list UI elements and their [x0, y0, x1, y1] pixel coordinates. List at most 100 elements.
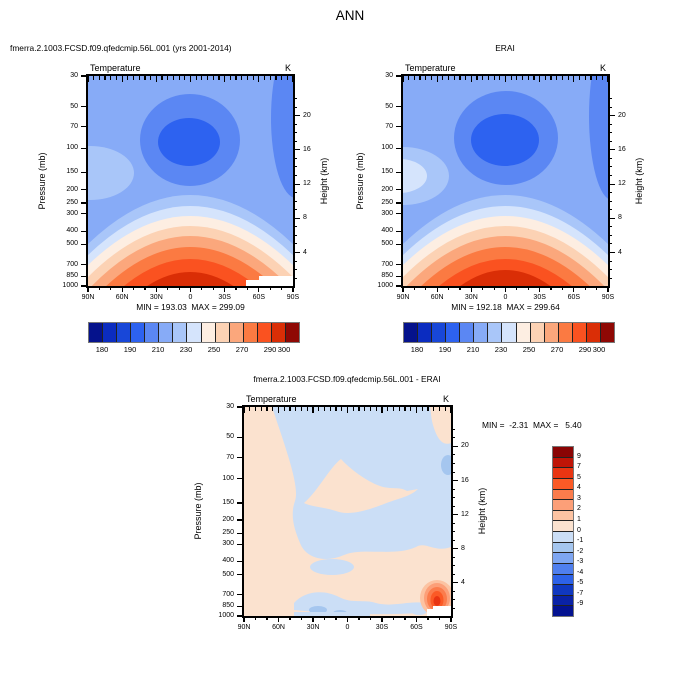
bottom-tick — [427, 617, 429, 620]
height-tick-label: 20 — [303, 111, 311, 119]
top-tick — [115, 76, 118, 80]
labelbar-cell — [553, 541, 573, 553]
top-tick — [329, 407, 331, 411]
lat-tick-label: 30N — [306, 624, 320, 631]
labelbar-cell — [215, 323, 230, 342]
labelbar-label: 5 — [577, 473, 581, 481]
pressure-tick-label: 700 — [222, 590, 234, 598]
labelbar-cell — [432, 323, 447, 342]
plot-super-title: ANN — [335, 8, 365, 23]
labelbar-cell — [145, 323, 160, 342]
pressure-tick — [237, 560, 243, 562]
labelbar-cell — [243, 323, 258, 342]
top-tick — [300, 407, 303, 411]
labelbar-cell — [553, 467, 573, 478]
lat-tick-label: 30N — [464, 294, 478, 301]
pressure-tick — [396, 275, 402, 277]
top-tick — [272, 407, 274, 411]
height-minor-tick — [294, 192, 297, 194]
labelbar-cell — [553, 499, 573, 510]
pressure-tick — [396, 171, 402, 173]
labelbar-label: 180 — [95, 345, 109, 354]
labelbar-label: 190 — [438, 345, 452, 354]
pressure-tick-label: 700 — [66, 260, 78, 268]
diff-units-label: K — [442, 394, 449, 404]
pressure-tick-label: 250 — [222, 529, 234, 537]
pressure-tick-label: 50 — [226, 433, 234, 441]
bottom-tick — [277, 617, 280, 622]
top-tick — [260, 407, 262, 411]
height-tick — [452, 582, 458, 584]
top-tick — [275, 76, 277, 80]
height-minor-tick — [452, 607, 455, 609]
bottom-tick — [573, 287, 575, 292]
top-tick — [246, 76, 249, 80]
bottom-tick — [212, 287, 214, 290]
height-minor-tick — [609, 157, 612, 159]
height-tick — [609, 251, 615, 254]
top-tick — [402, 76, 404, 82]
height-minor-tick — [609, 269, 612, 271]
labelbar-cell — [553, 520, 573, 531]
labelbar-cell — [558, 323, 573, 342]
lat-tick-label: 30S — [533, 294, 546, 301]
pressure-tick-label: 300 — [222, 540, 234, 548]
top-tick — [269, 76, 271, 80]
height-minor-tick — [452, 505, 455, 507]
top-tick — [450, 407, 452, 413]
height-minor-tick — [294, 277, 297, 279]
pressure-tick-label: 30 — [385, 72, 393, 79]
labelbar-cell — [553, 456, 573, 468]
bottom-tick — [539, 287, 541, 292]
pressure-tick-label: 70 — [385, 122, 393, 130]
top-tick — [312, 407, 314, 413]
diff-contour-field — [244, 407, 451, 616]
pressure-tick — [396, 126, 402, 128]
pressure-tick-label: 300 — [66, 209, 78, 217]
pressure-tick-label: 200 — [222, 516, 234, 524]
labelbar-cell — [553, 552, 573, 563]
bottom-tick — [425, 287, 427, 290]
top-tick — [375, 407, 377, 411]
bottom-tick — [178, 287, 180, 290]
bottom-tick — [289, 617, 291, 620]
top-tick — [281, 76, 283, 80]
labelbar-cell — [446, 323, 461, 342]
top-tick — [533, 76, 535, 80]
top-tick — [155, 76, 157, 82]
labelbar-label: 250 — [207, 345, 221, 354]
model-units-label: K — [284, 63, 291, 73]
height-minor-tick — [294, 106, 297, 108]
top-tick — [510, 76, 512, 80]
top-tick — [499, 76, 501, 80]
top-tick — [184, 76, 186, 80]
height-minor-tick — [609, 277, 612, 279]
height-tick-label: 8 — [303, 214, 307, 222]
top-tick — [87, 76, 89, 82]
labelbar-cell — [159, 323, 174, 342]
height-tick — [452, 513, 458, 516]
height-tick-label: 12 — [461, 510, 469, 518]
lower-cool-band — [294, 592, 430, 615]
labelbar-cell — [418, 323, 433, 342]
top-tick — [415, 407, 418, 413]
labelbar-cell — [553, 573, 573, 585]
diff-panel-title: fmerra.2.1003.FCSD.f09.qfedcmip.56L.001 … — [253, 374, 441, 384]
height-tick — [452, 548, 458, 550]
top-tick — [104, 76, 106, 80]
pressure-tick — [81, 202, 87, 204]
top-tick — [352, 407, 354, 411]
labelbar-cell — [553, 447, 573, 457]
top-tick — [504, 76, 507, 82]
labelbar-label: -7 — [577, 589, 584, 597]
top-tick — [447, 76, 450, 80]
pressure-tick — [396, 189, 402, 191]
bottom-tick — [292, 287, 294, 292]
tropical-warm-blob — [304, 459, 418, 514]
height-minor-tick — [294, 269, 297, 271]
labelbar-cell — [103, 323, 118, 342]
bottom-tick — [300, 617, 303, 620]
labelbar-cell — [502, 323, 517, 342]
bottom-tick — [527, 287, 529, 290]
lat-tick-label: 60S — [410, 624, 423, 631]
